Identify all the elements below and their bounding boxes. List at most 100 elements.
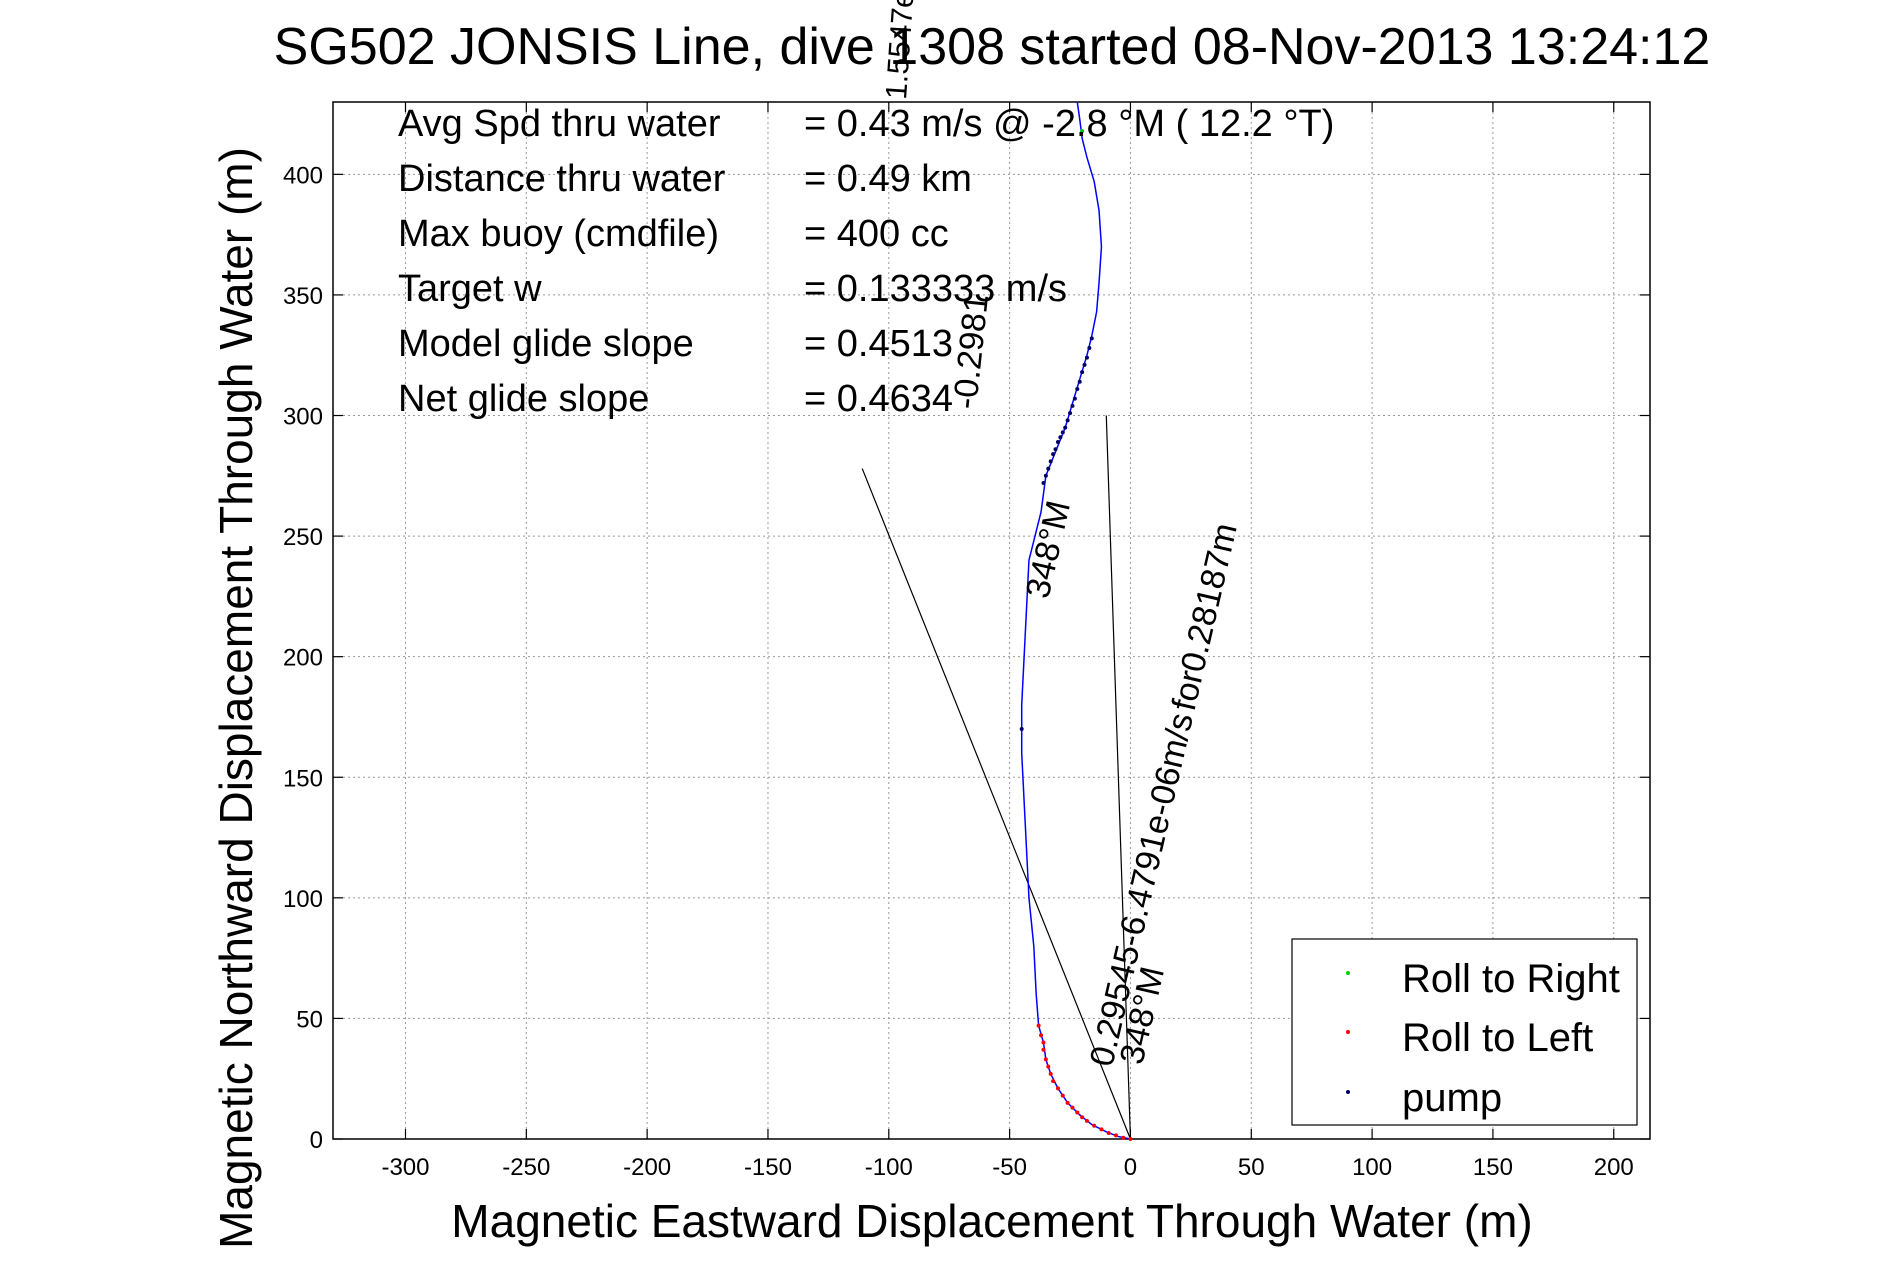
y-tick-label: 300	[283, 404, 323, 431]
stat-label: Max buoy (cmdfile)	[398, 213, 719, 255]
roll-left-point	[1043, 1057, 1048, 1062]
roll-left-point	[1055, 1086, 1060, 1091]
pump-point	[1080, 370, 1085, 375]
roll-left-point	[1036, 1023, 1041, 1028]
legend-entry-roll-right: Roll to Right	[1346, 957, 1620, 1001]
dive-stats: Avg Spd thru water = 0.43 m/s @ -2.8 °M (…	[398, 103, 1334, 420]
pump-point	[1048, 459, 1053, 464]
roll-left-point	[1128, 1137, 1133, 1141]
roll-right-point	[1080, 128, 1085, 133]
legend-marker-pump	[1346, 1090, 1350, 1094]
pump-point	[1082, 362, 1087, 367]
pump-point	[1060, 430, 1065, 435]
x-tick-label: -100	[865, 1154, 913, 1181]
pump-point	[1063, 425, 1068, 430]
legend: Roll to Right Roll to Left pump	[1291, 938, 1638, 1126]
chart-title: SG502 JONSIS Line, dive 1308 started 08-…	[274, 18, 1711, 76]
stat-value: = 0.43 m/s @ -2.8 °M ( 12.2 °T)	[804, 103, 1334, 145]
x-axis-ticks: -300 -250 -200 -150 -100 -50 0 50 100 150 200	[381, 102, 1634, 1181]
y-tick-label: 350	[283, 283, 323, 310]
y-tick-label: 100	[283, 886, 323, 913]
legend-marker-roll-left	[1346, 1030, 1350, 1034]
pump-point	[1089, 336, 1094, 341]
pump-point	[1019, 727, 1024, 732]
pump-point	[1068, 411, 1073, 416]
stat-value: = 0.4634	[804, 378, 953, 420]
legend-label-roll-left: Roll to Left	[1402, 1016, 1593, 1060]
legend-marker-roll-right	[1346, 971, 1350, 975]
pump-point	[1041, 481, 1046, 486]
pump-point	[1077, 379, 1082, 384]
roll-left-point	[1051, 1079, 1056, 1084]
pump-point	[1075, 386, 1080, 391]
stat-label: Distance thru water	[398, 158, 726, 200]
roll-left-point	[1070, 1105, 1075, 1110]
pump-point	[1084, 355, 1089, 360]
stat-value: = 0.133333 m/s	[804, 268, 1067, 310]
stat-label: Model glide slope	[398, 323, 694, 365]
x-tick-label: -150	[744, 1154, 792, 1181]
legend-label-roll-right: Roll to Right	[1402, 957, 1620, 1001]
pump-point	[1053, 447, 1058, 452]
roll-left-point	[1092, 1123, 1097, 1128]
roll-left-markers	[1036, 1023, 1133, 1141]
pump-point	[1065, 418, 1070, 423]
x-tick-label: -300	[381, 1154, 429, 1181]
stat-label: Target w	[398, 268, 542, 310]
pump-point	[1055, 440, 1060, 445]
roll-left-point	[1041, 1047, 1046, 1052]
roll-left-point	[1084, 1118, 1089, 1123]
roll-left-point	[1099, 1127, 1104, 1132]
x-axis-label: Magnetic Eastward Displacement Through W…	[451, 1195, 1532, 1247]
stat-label: Avg Spd thru water	[398, 103, 721, 145]
x-tick-label: -50	[992, 1154, 1027, 1181]
stat-value: = 400 cc	[804, 213, 949, 255]
pump-point	[1043, 473, 1048, 478]
roll-left-point	[1080, 1115, 1085, 1120]
x-tick-label: 50	[1238, 1154, 1265, 1181]
pump-point	[1087, 345, 1092, 350]
legend-entry-roll-left: Roll to Left	[1346, 1016, 1593, 1060]
pump-markers	[1019, 336, 1094, 732]
y-tick-label: 150	[283, 765, 323, 792]
roll-left-point	[1046, 1064, 1051, 1069]
pump-point	[1070, 403, 1075, 408]
axes-frame	[332, 101, 1651, 1140]
stat-value: = 0.49 km	[804, 158, 972, 200]
y-tick-label: 50	[296, 1006, 323, 1033]
heading-line	[1105, 415, 1132, 1140]
pump-point	[1046, 466, 1051, 471]
roll-left-point	[1121, 1135, 1126, 1140]
y-axis-ticks: 0 50 100 150 200 250 300 350 400	[283, 162, 1650, 1154]
y-tick-label: 250	[283, 524, 323, 551]
x-tick-label: -200	[623, 1154, 671, 1181]
y-tick-label: 0	[310, 1127, 323, 1154]
roll-left-point	[1106, 1130, 1111, 1135]
roll-right-markers	[1080, 128, 1085, 133]
roll-left-point	[1065, 1100, 1070, 1105]
x-tick-label: 150	[1473, 1154, 1513, 1181]
pump-point	[1051, 452, 1056, 457]
roll-left-point	[1039, 1033, 1044, 1038]
dive-track-line	[1020, 101, 1131, 1140]
x-tick-label: 0	[1124, 1154, 1137, 1181]
stat-value: = 0.4513	[804, 323, 953, 365]
roll-left-point	[1113, 1133, 1118, 1138]
pump-point	[1058, 435, 1063, 440]
y-tick-label: 400	[283, 162, 323, 189]
roll-left-point	[1060, 1093, 1065, 1098]
legend-entry-pump: pump	[1346, 1076, 1502, 1120]
pump-point	[1072, 396, 1077, 401]
y-tick-label: 200	[283, 645, 323, 672]
roll-left-point	[1075, 1110, 1080, 1115]
heading-line	[861, 468, 1132, 1140]
legend-label-pump: pump	[1402, 1076, 1502, 1120]
x-tick-label: 200	[1594, 1154, 1634, 1181]
x-tick-label: 100	[1352, 1154, 1392, 1181]
roll-left-point	[1041, 1040, 1046, 1045]
stat-label: Net glide slope	[398, 378, 649, 420]
x-tick-label: -250	[502, 1154, 550, 1181]
heading-lines	[861, 415, 1132, 1140]
roll-left-point	[1048, 1071, 1053, 1076]
